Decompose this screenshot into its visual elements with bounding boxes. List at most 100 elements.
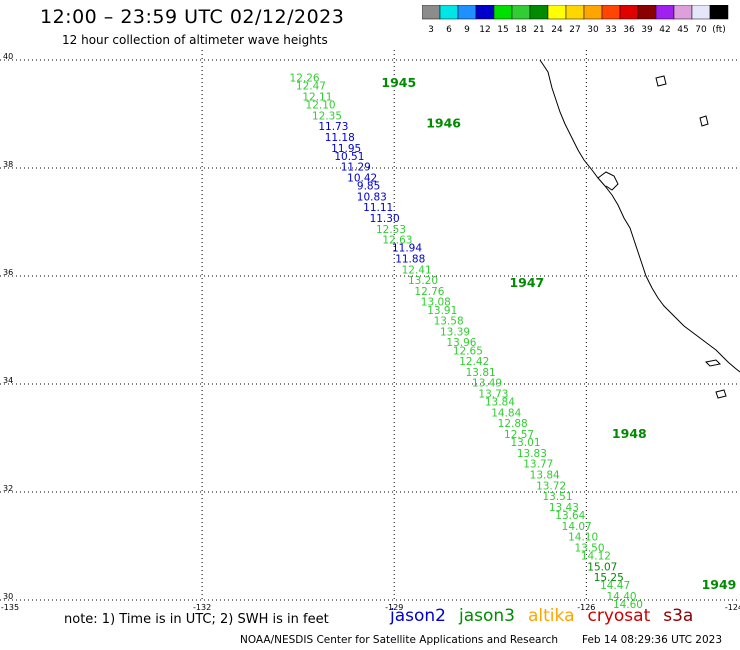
pass-time-label: 1948	[612, 426, 647, 441]
swh-label: 10.42	[347, 173, 377, 185]
x-tick-labels: -135-132-129-126-123-124	[1, 603, 740, 612]
swh-label: 13.77	[523, 459, 553, 471]
swh-label: 12.10	[306, 100, 336, 112]
colorbar-label: 36	[623, 25, 635, 35]
swh-label: 12.76	[414, 286, 444, 298]
swh-label: 13.01	[510, 437, 540, 449]
colorbar-label: 9	[464, 25, 470, 35]
legend-entry-s3a: s3a	[663, 606, 694, 626]
swh-label: 12.53	[376, 224, 406, 236]
swh-label: 12.47	[296, 81, 326, 93]
swh-label: 13.72	[536, 480, 566, 492]
swh-label: 13.91	[427, 305, 457, 317]
swh-label: 14.40	[607, 591, 637, 603]
swh-label: 10.83	[357, 191, 387, 203]
colorbar-label: 27	[569, 25, 580, 35]
y-tick-label: 40	[3, 52, 13, 61]
channel-island-2	[715, 389, 727, 399]
swh-label: 14.84	[491, 407, 521, 419]
inland-lake-2	[699, 115, 709, 127]
swh-label: 15.07	[587, 561, 617, 573]
chart-title: 12:00 – 23:59 UTC 02/12/2023	[40, 6, 345, 28]
altimeter-tracks: 12.2612.4712.1112.1012.3511.7311.1811.95…	[290, 73, 643, 611]
colorbar-label: 39	[641, 25, 653, 35]
swh-label: 13.73	[478, 389, 508, 401]
swh-label: 11.94	[392, 243, 422, 255]
pass-time-label: 1947	[509, 275, 544, 290]
swh-label: 13.64	[555, 510, 585, 522]
swh-label: 12.57	[504, 429, 534, 441]
legend-entry-jason2: jason2	[390, 606, 446, 626]
legend-entry-cryosat: cryosat	[587, 606, 651, 626]
y-tick-label: 36	[3, 268, 13, 277]
swh-label: 12.42	[459, 356, 489, 368]
pass-time-labels: 19451946194719481949183418351836	[381, 75, 737, 592]
colorbar-label: (ft)	[712, 25, 726, 35]
y-tick-label: 30	[3, 592, 13, 601]
swh-label: 12.26	[290, 73, 320, 85]
swh-label: 13.20	[408, 275, 438, 287]
satellite-legend: jason2 jason3 altika cryosat s3a	[390, 606, 706, 626]
swh-label: 14.10	[568, 532, 598, 544]
swh-label: 11.29	[341, 162, 371, 174]
colorbar-label: 3	[428, 25, 434, 35]
colorbar-label: 30	[587, 25, 599, 35]
colorbar-label: 6	[446, 25, 452, 35]
x-tick-label: -135	[1, 603, 19, 612]
swh-label: 13.96	[446, 337, 476, 349]
pass-time-label: 1949	[702, 577, 737, 592]
x-tick-label: -124	[725, 603, 740, 612]
swh-label: 13.58	[434, 316, 464, 328]
swh-label: 12.41	[402, 264, 432, 276]
swh-label: 14.60	[613, 599, 643, 611]
swh-label: 12.63	[382, 235, 412, 247]
source-credit: NOAA/NESDIS Center for Satellite Applica…	[240, 634, 558, 646]
swh-label: 12.11	[302, 92, 332, 104]
swh-label: 10.51	[334, 151, 364, 163]
legend-entry-altika: altika	[528, 606, 575, 626]
x-tick-label: -129	[385, 603, 403, 612]
y-tick-label: 34	[3, 376, 13, 385]
chart-subtitle: 12 hour collection of altimeter wave hei…	[62, 33, 328, 47]
swh-label: 14.12	[581, 551, 611, 563]
lat-lon-grid	[0, 50, 740, 601]
legend-entry-jason3: jason3	[459, 606, 515, 626]
swh-label: 11.73	[318, 121, 348, 133]
swh-label: 11.18	[325, 132, 355, 144]
channel-island-1	[704, 359, 722, 367]
swh-label: 11.88	[395, 254, 425, 266]
swh-label: 13.81	[466, 367, 496, 379]
swh-label: 13.39	[440, 326, 470, 338]
colorbar-label: 45	[677, 25, 688, 35]
inland-lake	[655, 75, 667, 87]
colorbar-label: 24	[551, 25, 563, 35]
swh-label: 9.85	[357, 181, 380, 193]
colorbar-label: 33	[605, 25, 616, 35]
colorbar-swatch	[709, 5, 729, 20]
swh-label: 12.88	[498, 418, 528, 430]
swh-label: 13.50	[574, 542, 604, 554]
swh-label: 13.49	[472, 378, 502, 390]
swh-label: 11.95	[331, 143, 361, 155]
swh-label: 12.65	[453, 345, 483, 357]
swh-label: 13.83	[517, 448, 547, 460]
swh-label: 13.84	[485, 397, 515, 409]
colorbar-label: 70	[695, 25, 707, 35]
california-coastline	[539, 59, 740, 373]
x-tick-label: -132	[193, 603, 211, 612]
swh-label: 14.47	[600, 580, 630, 592]
swh-label: 13.84	[530, 470, 560, 482]
colorbar-label: 12	[479, 25, 490, 35]
swh-label: 13.51	[542, 491, 572, 503]
swh-label: 15.25	[594, 572, 624, 584]
coastline-map	[539, 59, 740, 399]
x-tick-label: -126	[577, 603, 595, 612]
san-francisco-bay	[597, 171, 619, 191]
colorbar-label: 21	[533, 25, 544, 35]
y-tick-label: 32	[3, 484, 13, 493]
pass-time-label: 1945	[381, 75, 416, 90]
colorbar-label: 15	[497, 25, 508, 35]
swh-label: 13.08	[421, 297, 451, 309]
pass-time-label: 1946	[426, 116, 461, 131]
